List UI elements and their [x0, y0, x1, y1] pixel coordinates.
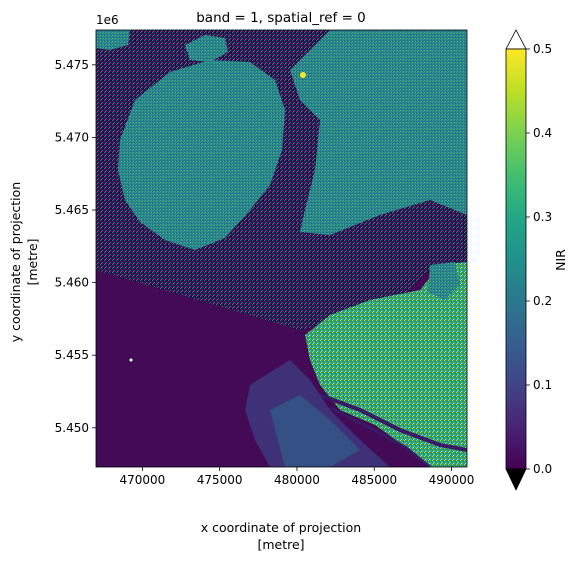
y-tick-label: 5.455 — [55, 348, 89, 362]
colorbar-tick-label: 0.0 — [533, 462, 552, 476]
colorbar-extend-under — [505, 468, 527, 491]
colorbar-tick-label: 0.2 — [533, 294, 552, 308]
colorbar-label: NIR — [553, 249, 568, 271]
colorbar-ticks: 0.0 0.1 0.2 0.3 0.4 0.5 — [526, 42, 552, 476]
colorbar-tick-label: 0.3 — [533, 210, 552, 224]
x-axis: 470000 475000 480000 485000 490000 — [119, 467, 474, 487]
x-tick-label: 485000 — [351, 473, 397, 487]
x-tick-label: 490000 — [429, 473, 475, 487]
raster-image — [96, 30, 467, 467]
colorbar-extend-over — [505, 29, 527, 50]
chart-title: band = 1, spatial_ref = 0 — [196, 10, 366, 26]
plot-frame — [95, 29, 468, 468]
y-offset-label: 1e6 — [96, 13, 119, 27]
colorbar-tick-label: 0.5 — [533, 42, 552, 56]
colorbar-tick-label: 0.1 — [533, 378, 552, 392]
x-tick-label: 470000 — [119, 473, 165, 487]
y-axis-label-line2: [metre] — [25, 238, 40, 285]
colorbar-gradient — [506, 49, 526, 469]
x-tick-label: 480000 — [274, 473, 320, 487]
y-tick-label: 5.470 — [55, 130, 89, 144]
x-axis-label-line2: [metre] — [257, 537, 304, 552]
y-tick-label: 5.465 — [55, 203, 89, 217]
y-axis-label-line1: y coordinate of projection — [8, 182, 23, 342]
colorbar: 0.0 0.1 0.2 0.3 0.4 0.5 NIR — [505, 29, 568, 491]
x-axis-label-line1: x coordinate of projection — [201, 520, 361, 535]
y-axis: 5.450 5.455 5.460 5.465 5.470 5.475 — [55, 58, 96, 435]
colorbar-tick-label: 0.4 — [533, 126, 552, 140]
x-tick-label: 475000 — [197, 473, 243, 487]
y-tick-label: 5.475 — [55, 58, 89, 72]
y-tick-label: 5.460 — [55, 276, 89, 290]
y-tick-label: 5.450 — [55, 421, 89, 435]
